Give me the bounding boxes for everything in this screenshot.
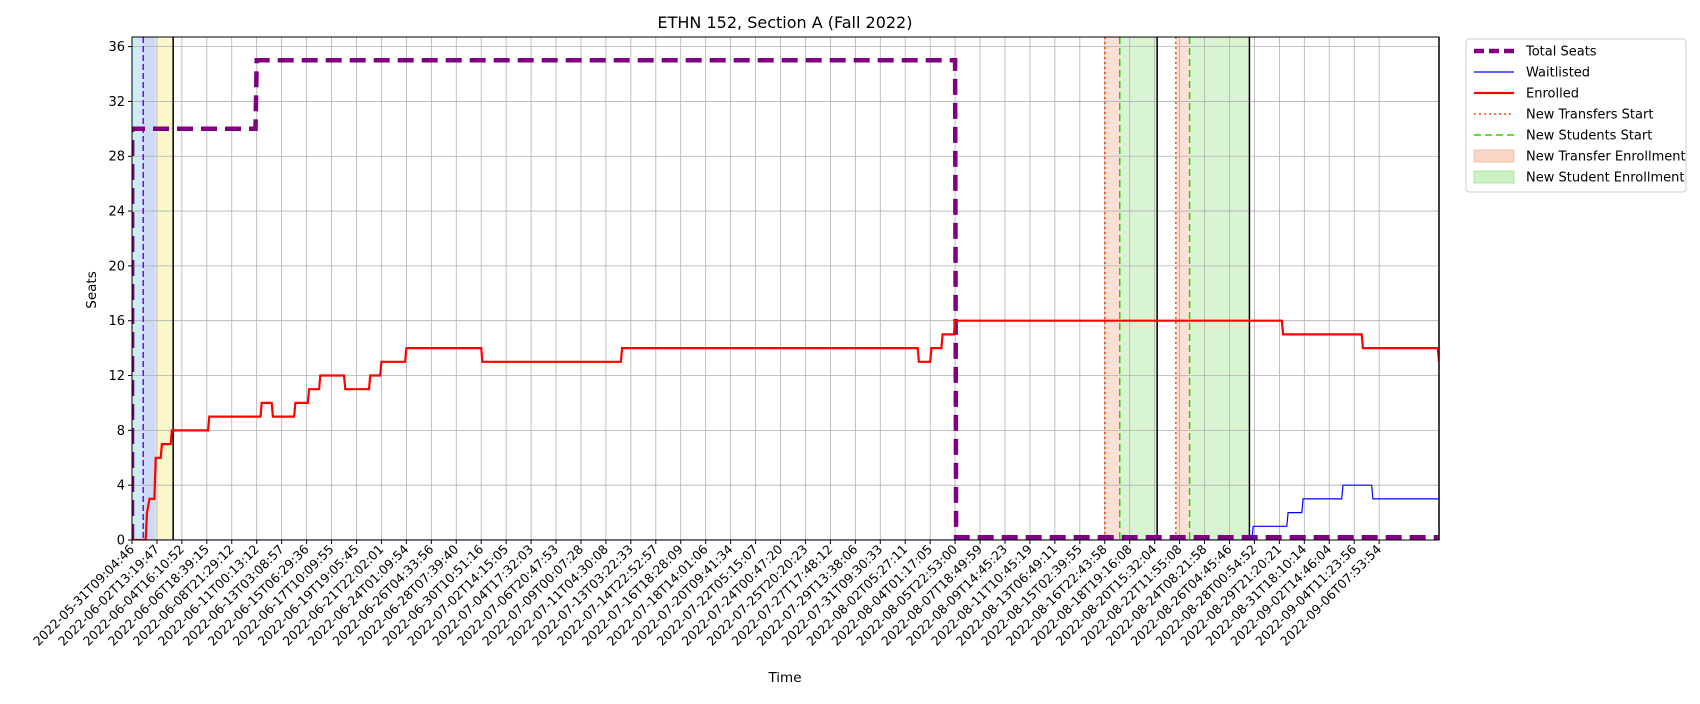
plot-area: 048121620242832362022-05-31T09:04:462022… — [30, 36, 1440, 649]
legend-label-new-student-enrollment: New Student Enrollment — [1526, 171, 1684, 186]
y-tick-label: 8 — [117, 424, 125, 439]
transfer-enrollment-region-1 — [1175, 37, 1190, 540]
y-tick-label: 28 — [108, 150, 125, 165]
y-tick-label: 24 — [108, 205, 125, 220]
y-tick-label: 0 — [117, 534, 125, 549]
legend-label-enrolled: Enrolled — [1526, 87, 1579, 102]
waitlisted-line — [132, 484, 1439, 540]
legend-label-new-transfers-start: New Transfers Start — [1526, 108, 1653, 123]
early-band-0 — [132, 37, 144, 540]
legend-label-new-students-start: New Students Start — [1526, 129, 1652, 144]
chart-title: ETHN 152, Section A (Fall 2022) — [658, 13, 913, 32]
legend-box — [1465, 38, 1687, 193]
early-band-2 — [155, 37, 174, 540]
early-band-1 — [143, 37, 156, 540]
legend: Total Seats Waitlisted Enrolled New Transfe… — [1465, 38, 1687, 193]
y-tick-label: 12 — [108, 369, 125, 384]
plot-background — [132, 37, 1439, 540]
plot-frame — [131, 36, 1440, 541]
transfer-enrollment-region-0 — [1104, 37, 1120, 540]
y-tick-label: 20 — [108, 259, 125, 274]
legend-swatch-new-student-enrollment — [1473, 170, 1515, 184]
y-tick-label: 16 — [108, 314, 125, 329]
enrolled-line — [132, 319, 1439, 540]
y-axis-label: Seats — [84, 271, 100, 308]
legend-swatch-new-transfer-enrollment — [1473, 149, 1515, 163]
legend-label-new-transfer-enrollment: New Transfer Enrollment — [1526, 150, 1686, 165]
y-tick-label: 4 — [117, 479, 125, 494]
x-axis-label: Time — [767, 670, 801, 686]
student-enrollment-region-0 — [1119, 37, 1158, 540]
legend-label-total-seats: Total Seats — [1525, 45, 1597, 60]
y-tick-label: 32 — [108, 95, 125, 110]
legend-label-waitlisted: Waitlisted — [1526, 66, 1590, 81]
student-enrollment-region-1 — [1189, 37, 1250, 540]
y-tick-label: 36 — [108, 40, 125, 55]
